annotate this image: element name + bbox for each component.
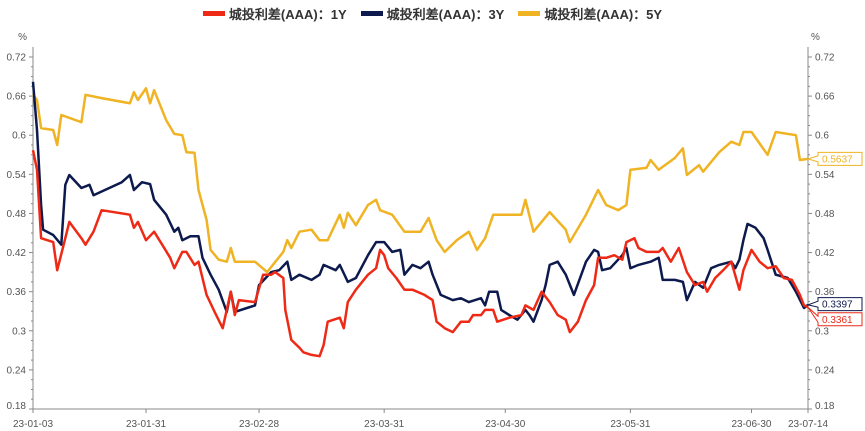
- end-label-5y: 0.5637: [822, 154, 853, 165]
- x-tick-label: 23-02-28: [239, 419, 279, 430]
- y-tick-label-right: 0.72: [815, 53, 835, 64]
- x-tick-label: 23-04-30: [485, 419, 525, 430]
- end-label-box-1y: [807, 306, 863, 327]
- legend-item-5y[interactable]: 城投利差(AAA)：5Y: [518, 4, 662, 23]
- y-tick-label-left: 0.72: [7, 53, 27, 64]
- legend-label-3y: 城投利差(AAA)：3Y: [386, 7, 505, 22]
- series-line-1y: [31, 149, 809, 358]
- y-tick-label-left: 0.54: [7, 170, 27, 181]
- y-tick-label-right: 0.6: [815, 131, 829, 142]
- end-label-box-5y: [806, 151, 863, 166]
- series-line-5y: [32, 87, 809, 274]
- x-tick-label: 23-06-30: [731, 419, 771, 430]
- end-label-3y: 0.3397: [822, 300, 853, 311]
- y-tick-label-left: 0.6: [12, 131, 26, 142]
- legend-swatch-1y: [202, 11, 225, 16]
- x-tick-label: 23-03-31: [364, 419, 404, 430]
- y-tick-label-right: 0.54: [815, 170, 835, 181]
- y-tick-label-right: 0.3: [815, 326, 829, 337]
- legend-label-5y: 城投利差(AAA)：5Y: [544, 7, 663, 22]
- x-tick-label: 23-01-31: [126, 419, 166, 430]
- x-tick-label: 23-07-14: [788, 419, 828, 430]
- legend-swatch-5y: [518, 11, 541, 16]
- y-axis-unit-right: %: [811, 32, 820, 43]
- y-tick-label-left: 0.48: [7, 209, 27, 220]
- series-line-3y: [31, 81, 809, 323]
- x-tick-label: 23-05-31: [610, 419, 650, 430]
- y-axis-unit-left: %: [18, 32, 27, 43]
- legend-label-1y: 城投利差(AAA)：1Y: [228, 7, 347, 22]
- y-tick-label-right: 0.36: [815, 287, 835, 298]
- end-label-1y: 0.3361: [822, 315, 853, 326]
- legend-swatch-3y: [360, 11, 383, 16]
- y-tick-label-right: 0.66: [815, 92, 835, 103]
- y-tick-label-left: 0.66: [7, 92, 27, 103]
- y-tick-label-left: 0.36: [7, 287, 27, 298]
- legend-item-3y[interactable]: 城投利差(AAA)：3Y: [360, 4, 505, 23]
- y-tick-label-right: 0.24: [815, 365, 835, 376]
- y-tick-label-right: 0.48: [815, 209, 835, 220]
- y-tick-label-right: 0.18: [815, 401, 835, 412]
- y-tick-label-left: 0.24: [7, 365, 27, 376]
- y-tick-label-left: 0.42: [7, 248, 27, 259]
- x-tick-label: 23-01-03: [13, 419, 53, 430]
- legend-item-1y[interactable]: 城投利差(AAA)：1Y: [202, 4, 347, 23]
- chart-legend: 城投利差(AAA)：1Y 城投利差(AAA)：3Y 城投利差(AAA)：5Y: [0, 4, 865, 23]
- y-tick-label-right: 0.42: [815, 248, 835, 259]
- y-tick-label-left: 0.3: [12, 326, 26, 337]
- y-tick-label-left: 0.18: [7, 401, 27, 412]
- end-label-box-3y: [806, 297, 863, 312]
